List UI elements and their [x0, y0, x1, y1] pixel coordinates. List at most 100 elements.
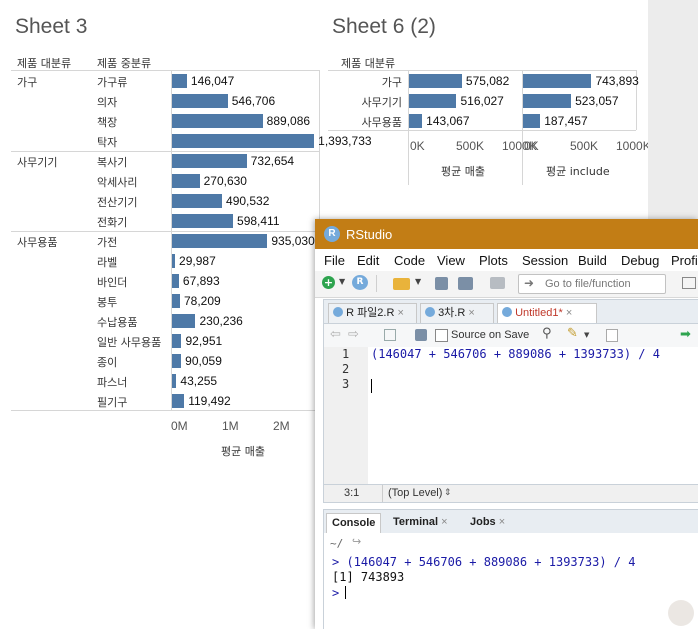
sheet3-category-label[interactable]: 가구 — [17, 76, 38, 89]
search-icon[interactable]: ⚲ — [542, 326, 552, 341]
close-icon[interactable]: × — [468, 307, 475, 319]
save-all-icon[interactable] — [458, 277, 473, 290]
save-icon[interactable] — [415, 329, 427, 341]
sheet3-bar[interactable] — [172, 314, 196, 328]
goto-file-input[interactable]: ➜ Go to file/function — [518, 274, 666, 294]
sheet3-subcategory-label[interactable]: 파스너 — [97, 376, 128, 389]
open-file-icon[interactable] — [393, 278, 410, 290]
console-line[interactable]: > — [332, 586, 347, 600]
console-output[interactable]: > (146047 + 546706 + 889086 + 1393733) /… — [323, 553, 698, 629]
wand-dropdown-icon[interactable]: ▼ — [584, 331, 590, 339]
menu-code[interactable]: Code — [394, 253, 426, 268]
sheet3-subcategory-label[interactable]: 전화기 — [97, 216, 128, 229]
menu-view[interactable]: View — [437, 253, 465, 268]
line-number: 1 — [342, 347, 350, 361]
sheet3-subcategory-label[interactable]: 가구류 — [97, 76, 128, 89]
sheet3-bar[interactable] — [172, 74, 187, 88]
main-toolbar: + ▼ R ▼ ➜ Go to file/function — [315, 271, 698, 298]
menu-debug[interactable]: Debug — [621, 253, 660, 268]
sheet3-bar[interactable] — [172, 134, 315, 148]
sheet3-bar[interactable] — [172, 334, 182, 348]
new-file-dropdown-icon[interactable]: ▼ — [339, 277, 346, 286]
sheet3-subcategory-label[interactable]: 일반 사무용품 — [97, 336, 162, 349]
scope-selector[interactable]: (Top Level) — [388, 487, 443, 499]
sheet3-bar[interactable] — [172, 374, 177, 388]
console-path[interactable]: ~/ — [330, 537, 344, 550]
menu-build[interactable]: Build — [578, 253, 607, 268]
sheet3-bar[interactable] — [172, 294, 180, 308]
save-icon[interactable] — [435, 277, 448, 290]
tab-3cha[interactable]: 3차.R × — [420, 303, 494, 323]
sheet3-bar[interactable] — [172, 214, 234, 228]
sheet3-subcategory-label[interactable]: 악세사리 — [97, 176, 138, 189]
sheet3-subcategory-label[interactable]: 가전 — [97, 236, 118, 249]
sheet3-bar[interactable] — [172, 394, 185, 408]
go-to-dir-icon[interactable]: ↪ — [352, 535, 362, 548]
sheet3-subcategory-label[interactable]: 라벨 — [97, 256, 118, 269]
scope-updown-icon[interactable]: ⇕ — [444, 487, 452, 497]
sheet3-bar[interactable] — [172, 354, 182, 368]
tab-jobs[interactable]: Jobs × — [465, 513, 510, 533]
sheet6-bar[interactable] — [523, 94, 572, 108]
new-file-icon[interactable]: + — [322, 276, 335, 289]
sheet6-category-label[interactable]: 가구 — [381, 76, 402, 89]
close-icon[interactable]: × — [495, 516, 506, 528]
menu-plots[interactable]: Plots — [479, 253, 508, 268]
sheet3-bar[interactable] — [172, 274, 179, 288]
close-icon[interactable]: × — [565, 307, 573, 319]
sheet3-subcategory-label[interactable]: 바인더 — [97, 276, 128, 289]
tab-terminal[interactable]: Terminal × — [388, 513, 453, 533]
back-arrow-icon[interactable]: ⇦ — [330, 327, 341, 342]
sheet3-subcategory-label[interactable]: 의자 — [97, 96, 118, 109]
sheet6-bar[interactable] — [409, 94, 457, 108]
sheet3-subcategory-label[interactable]: 탁자 — [97, 136, 118, 149]
open-file-dropdown-icon[interactable]: ▼ — [415, 277, 422, 286]
menu-session[interactable]: Session — [522, 253, 569, 268]
sheet3-subcategory-label[interactable]: 책장 — [97, 116, 118, 129]
sheet3-bar[interactable] — [172, 94, 228, 108]
tab-untitled1[interactable]: Untitled1* × — [497, 303, 597, 323]
menu-file[interactable]: File — [324, 253, 345, 268]
sheet3-category-label[interactable]: 사무기기 — [17, 156, 58, 169]
rstudio-window[interactable]: R RStudio File Edit Code View Plots Sess… — [315, 219, 698, 629]
source-on-save-checkbox[interactable] — [435, 329, 448, 342]
sheet3-subcategory-label[interactable]: 전산기기 — [97, 196, 138, 209]
sheet3-subcategory-label[interactable]: 수납용품 — [97, 316, 138, 329]
sheet3-bar[interactable] — [172, 114, 263, 128]
sheet3-bar[interactable] — [172, 194, 223, 208]
editor-status-bar: 3:1 (Top Level) ⇕ — [323, 484, 698, 503]
sheet6-bar[interactable] — [523, 74, 592, 88]
sheet3-category-label[interactable]: 사무용품 — [17, 236, 58, 249]
forward-arrow-icon[interactable]: ⇨ — [348, 327, 359, 342]
sheet6-bar[interactable] — [409, 114, 423, 128]
sheet3-subcategory-label[interactable]: 봉투 — [97, 296, 118, 309]
sheet3-subcategory-label[interactable]: 필기구 — [97, 396, 128, 409]
tab-r-file2[interactable]: R 파일2.R × — [328, 303, 417, 323]
print-icon[interactable] — [490, 277, 505, 289]
show-in-window-icon[interactable] — [384, 329, 396, 341]
sheet3-subcategory-label[interactable]: 복사기 — [97, 156, 128, 169]
menu-profile[interactable]: Profi — [671, 253, 698, 268]
sheet3-bar[interactable] — [172, 254, 176, 268]
sheet3-bar[interactable] — [172, 154, 247, 168]
close-icon[interactable]: × — [397, 307, 404, 319]
close-icon[interactable]: × — [438, 516, 448, 528]
tab-console[interactable]: Console — [326, 513, 382, 533]
grid-layout-icon[interactable] — [682, 277, 696, 289]
magic-wand-icon[interactable]: ✎ — [567, 326, 578, 341]
compile-report-icon[interactable] — [606, 329, 618, 342]
sheet6-category-label[interactable]: 사무용품 — [361, 116, 402, 129]
new-project-icon[interactable]: R — [352, 275, 368, 290]
sheet3-bar[interactable] — [172, 174, 200, 188]
menu-edit[interactable]: Edit — [357, 253, 380, 268]
sheet6-category-label[interactable]: 사무기기 — [361, 96, 402, 109]
sheet6-header-category: 제품 대분류 — [341, 57, 396, 70]
code-editor[interactable]: 1 2 3 (146047 + 546706 + 889086 + 139373… — [323, 347, 698, 484]
sheet6-bar[interactable] — [409, 74, 462, 88]
code-line[interactable]: (146047 + 546706 + 889086 + 1393733) / 4 — [371, 347, 660, 361]
sheet3-subcategory-label[interactable]: 종이 — [97, 356, 118, 369]
sheet6-bar[interactable] — [523, 114, 541, 128]
rstudio-titlebar[interactable]: R RStudio — [315, 219, 698, 249]
run-icon[interactable]: ➡ — [680, 327, 691, 342]
sheet3-bar[interactable] — [172, 234, 268, 248]
